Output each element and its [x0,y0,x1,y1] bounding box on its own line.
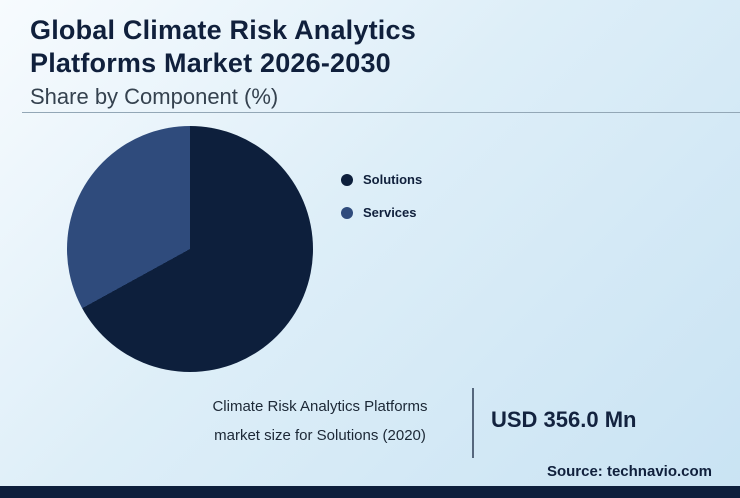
legend-label-services: Services [363,205,417,220]
market-size-value: USD 356.0 Mn [491,407,637,432]
pie-chart [67,126,313,372]
description-line-2: market size for Solutions (2020) [214,427,426,444]
title-line-2: Platforms Market 2026-2030 [30,47,391,78]
header: Global Climate Risk Analytics Platforms … [30,14,710,110]
title-line-1: Global Climate Risk Analytics [30,15,416,45]
legend-label-solutions: Solutions [363,172,423,187]
services-dot-icon [341,206,353,219]
page-subtitle: Share by Component (%) [30,83,279,109]
market-size-description: Climate Risk Analytics Platforms market … [175,398,465,456]
legend-item-solutions: Solutions [341,172,422,187]
callout-divider [472,388,474,458]
chart-legend: Solutions Services [341,172,422,238]
page-title: Global Climate Risk Analytics Platforms … [30,14,710,80]
description-line-1: Climate Risk Analytics Platforms [212,398,428,415]
legend-item-services: Services [341,205,422,220]
header-divider [22,112,740,113]
source-attribution: Source: technavio.com [546,463,712,480]
footer-bar [0,486,740,498]
solutions-dot-icon [341,173,353,186]
